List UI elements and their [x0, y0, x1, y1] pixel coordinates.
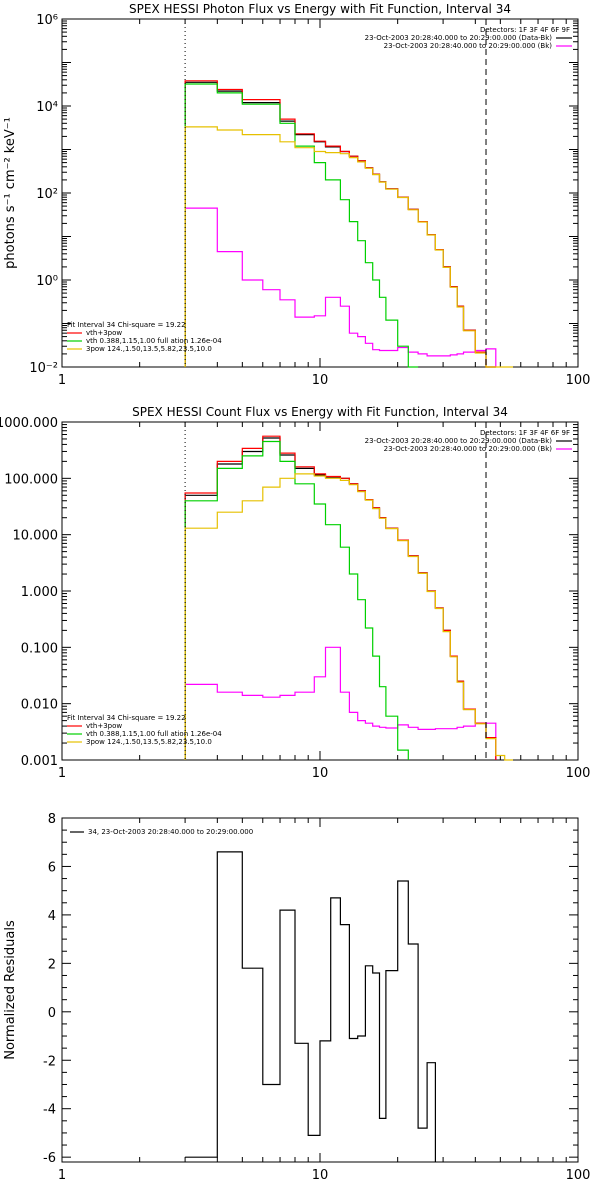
y-tick-label: 0.001: [21, 754, 58, 769]
x-tick-label: 1: [58, 1168, 66, 1183]
plot-frame: [61, 18, 579, 368]
y-tick-label: 4: [48, 909, 56, 924]
series-line-3: [184, 435, 497, 760]
legend-entry: vth+3pow: [86, 722, 122, 730]
legend-entry: 3pow 124.,1.50,13.5,5.82,23.5,10.0: [86, 345, 212, 353]
series-line-1: [184, 437, 497, 760]
legend-detectors: Detectors: 1F 3F 4F 6F 9F: [480, 26, 570, 34]
legend-entry: 23-Oct-2003 20:28:40.000 to 20:29:00.000…: [365, 34, 553, 42]
legend-entry: vth+3pow: [86, 329, 122, 337]
legend-entry: 23-Oct-2003 20:28:40.000 to 20:29:00.000…: [384, 42, 553, 50]
y-tick-label: -6: [43, 1151, 56, 1166]
series-line-2: [184, 207, 497, 367]
series-line-4: [184, 440, 409, 760]
y-tick-label: 6: [48, 860, 56, 875]
series-line-1: [185, 851, 436, 1162]
y-tick-label: 0.100: [21, 641, 58, 656]
y-tick-label: 10⁴: [36, 100, 58, 115]
legend-entry: vth 0.388,1.15,1.00 full ation 1.26e-04: [86, 730, 222, 738]
series-line-1: [184, 81, 496, 368]
y-tick-label: 2: [48, 957, 56, 972]
x-tick-label: 1: [58, 373, 66, 388]
legend-entry: 34, 23-Oct-2003 20:28:40.000 to 20:29:00…: [88, 828, 253, 836]
y-tick-label: 10⁻²: [29, 361, 58, 376]
y-axis-label: photons s⁻¹ cm⁻² keV⁻¹: [3, 117, 18, 269]
x-tick-label: 10: [312, 766, 329, 781]
legend-entry: 3pow 124.,1.50,13.5,5.82,23.5,10.0: [86, 738, 212, 746]
y-tick-label: 10⁰: [36, 274, 58, 289]
chart-panel-1: SPEX HESSI Photon Flux vs Energy with Fi…: [3, 2, 590, 388]
chart-panel-3: 1 10 100 -6 -4 -2 0 2 4 6 8 Normalized Residuals 34,…: [3, 812, 590, 1183]
plot-frame: [61, 421, 579, 761]
y-tick-label: 0: [48, 1006, 56, 1021]
y-tick-label: 10²: [36, 187, 58, 202]
y-tick-label: 1000.000: [0, 416, 58, 431]
series-line-5: [184, 126, 513, 368]
x-tick-label: 100: [566, 1168, 591, 1183]
x-tick-label: 10: [312, 373, 329, 388]
chart-panel-2: SPEX HESSI Count Flux vs Energy with Fit…: [0, 405, 590, 781]
legend-detectors: Detectors: 1F 3F 4F 6F 9F: [480, 429, 570, 437]
y-axis-label: Normalized Residuals: [3, 920, 18, 1060]
y-tick-label: 1.000: [21, 585, 58, 600]
chart-title: SPEX HESSI Count Flux vs Energy with Fit…: [132, 405, 508, 419]
y-tick-label: -2: [43, 1054, 56, 1069]
x-tick-label: 1: [58, 766, 66, 781]
x-tick-label: 100: [566, 766, 591, 781]
legend-entry: 23-Oct-2003 20:28:40.000 to 20:29:00.000…: [365, 437, 553, 445]
legend-fit-info: Fit Interval 34 Chi-square = 19.22: [67, 714, 186, 722]
series-line-4: [184, 83, 419, 368]
y-tick-label: 0.010: [21, 698, 58, 713]
series-line-5: [184, 473, 513, 761]
legend-entry: 23-Oct-2003 20:28:40.000 to 20:29:00.000…: [384, 445, 553, 453]
x-tick-label: 100: [566, 373, 591, 388]
series-line-3: [184, 80, 496, 368]
y-tick-label: -4: [43, 1103, 56, 1118]
legend-fit-info: Fit Interval 34 Chi-square = 19.22: [67, 321, 186, 329]
y-tick-label: 10.000: [13, 529, 59, 544]
legend-entry: vth 0.388,1.15,1.00 full ation 1.26e-04: [86, 337, 222, 345]
chart-title: SPEX HESSI Photon Flux vs Energy with Fi…: [129, 2, 511, 16]
y-tick-label: 100.000: [4, 472, 58, 487]
x-tick-label: 10: [312, 1168, 329, 1183]
y-tick-label: 10⁶: [36, 13, 58, 28]
series-line-2: [184, 646, 497, 760]
y-tick-label: 8: [48, 812, 56, 827]
